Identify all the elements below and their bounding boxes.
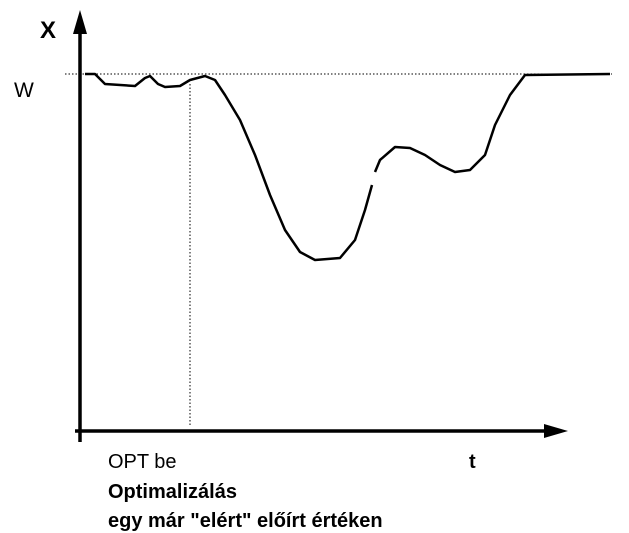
x-axis-arrow bbox=[544, 424, 568, 438]
event-label: OPT be bbox=[108, 451, 177, 473]
y-axis-arrow bbox=[73, 10, 87, 34]
caption-subtitle: egy már "elért" előírt értéken bbox=[108, 510, 383, 532]
setpoint-label: W bbox=[14, 79, 34, 102]
process-curve bbox=[373, 72, 611, 174]
y-axis-label: X bbox=[40, 17, 56, 44]
x-axis-label: t bbox=[469, 451, 476, 473]
process-curve bbox=[85, 72, 374, 262]
caption-title: Optimalizálás bbox=[108, 481, 237, 503]
